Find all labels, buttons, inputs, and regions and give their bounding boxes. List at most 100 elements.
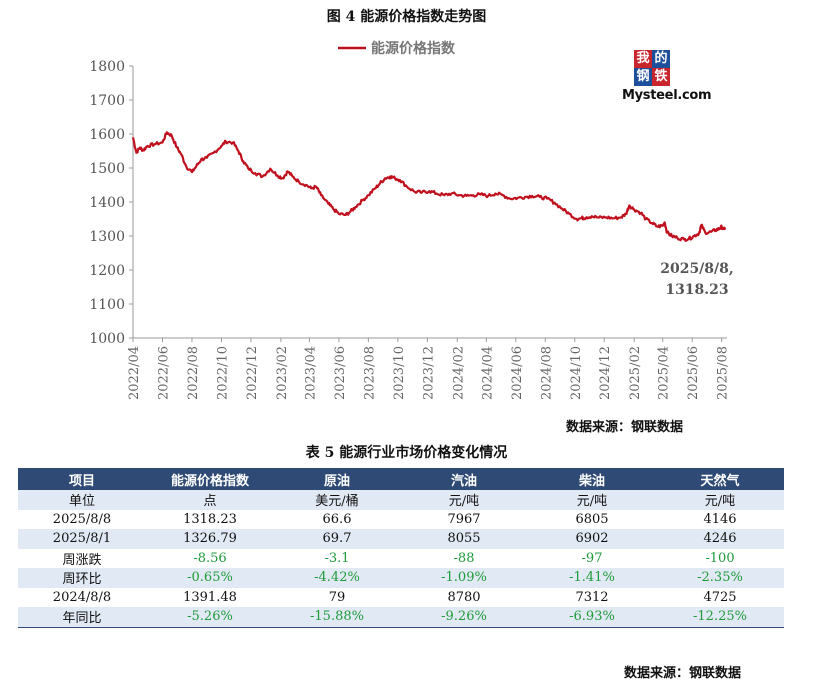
y-tick-label: 1400	[89, 195, 125, 211]
x-tick-label: 2022/06	[156, 346, 171, 400]
table-row: 2024/8/8 1391.48 79 8780 7312 4725	[18, 587, 784, 607]
x-tick-label: 2025/04	[657, 346, 672, 400]
logo-char-2: 的	[652, 50, 670, 68]
annotation-value: 1318.23	[665, 282, 728, 298]
table-cell: 元/吨	[528, 490, 656, 510]
x-tick-label: 2024/12	[598, 346, 613, 400]
table-cell: -1.41%	[528, 568, 656, 588]
header-item: 项目	[18, 468, 146, 490]
table-cell: 点	[146, 490, 274, 510]
x-tick-label: 2022/12	[245, 346, 260, 400]
table-cell: -9.26%	[400, 607, 528, 628]
table-cell: -1.09%	[400, 568, 528, 588]
table-cell: -5.26%	[146, 607, 274, 628]
header-crude-oil: 原油	[274, 468, 400, 490]
table-cell: 元/吨	[656, 490, 784, 510]
table-source-note: 数据来源：钢联数据	[624, 666, 742, 681]
annotation-date: 2025/8/8,	[660, 261, 734, 277]
table-cell: 周环比	[18, 568, 146, 588]
x-tick-label: 2023/10	[392, 346, 407, 400]
header-diesel: 柴油	[528, 468, 656, 490]
header-energy-index: 能源价格指数	[146, 468, 274, 490]
figure-title: 图 4 能源价格指数走势图	[326, 9, 487, 25]
y-tick-label: 1500	[89, 161, 125, 177]
table-row: 2025/8/8 1318.23 66.6 7967 6805 4146	[18, 509, 784, 529]
table-row: 年同比 -5.26% -15.88% -9.26% -6.93% -12.25%	[18, 607, 784, 628]
table-cell: 6805	[528, 509, 656, 529]
x-tick-label: 2023/02	[275, 346, 290, 400]
x-tick-label: 2023/04	[303, 346, 318, 400]
series-line-energy-index	[131, 131, 727, 242]
x-tick-label: 2025/02	[628, 346, 643, 400]
x-tick-label: 2022/08	[186, 346, 201, 400]
logo-char-4: 铁	[652, 68, 670, 86]
x-tick-label: 2025/08	[716, 346, 731, 400]
header-gasoline: 汽油	[400, 468, 528, 490]
energy-price-table: 项目 能源价格指数 原油 汽油 柴油 天然气 单位点美元/桶 元/吨 元/吨 元/吨 2…	[18, 468, 784, 628]
table-row: 周涨跌 -8.56 -3.1 -88 -97 -100	[18, 548, 784, 568]
table-cell: -8.56	[146, 548, 274, 568]
table-cell: 4146	[656, 509, 784, 529]
y-tick-label: 1800	[89, 59, 125, 75]
table-cell: -97	[528, 548, 656, 568]
table-cell: 8780	[400, 587, 528, 607]
x-tick-label: 2024/04	[480, 346, 495, 400]
table-header-row: 项目 能源价格指数 原油 汽油 柴油 天然气	[18, 468, 784, 490]
table-row: 周环比 -0.65% -4.42% -1.09% -1.41% -2.35%	[18, 568, 784, 588]
table-cell: -88	[400, 548, 528, 568]
table-cell: 年同比	[18, 607, 146, 628]
table-cell: -15.88%	[274, 607, 400, 628]
table-cell: -2.35%	[656, 568, 784, 588]
table-cell: -0.65%	[146, 568, 274, 588]
mysteel-logo: 我 的 钢 铁 Mysteel.com	[620, 50, 712, 110]
y-tick-label: 1100	[89, 297, 125, 313]
table-cell: 1391.48	[146, 587, 274, 607]
table-cell: 1326.79	[146, 529, 274, 549]
logo-word: Mysteel.com	[622, 88, 712, 103]
table-cell: 元/吨	[400, 490, 528, 510]
y-tick-label: 1600	[89, 127, 125, 143]
table-row: 单位点美元/桶 元/吨 元/吨 元/吨	[18, 490, 784, 510]
table-cell: 4246	[656, 529, 784, 549]
y-tick-label: 1700	[89, 93, 125, 109]
table-cell: 2025/8/1	[18, 529, 146, 549]
y-tick-label: 1000	[89, 331, 125, 347]
y-tick-label: 1200	[89, 263, 125, 279]
y-tick-label: 1300	[89, 229, 125, 245]
table-cell: -12.25%	[656, 607, 784, 628]
header-natural-gas: 天然气	[656, 468, 784, 490]
x-tick-label: 2024/10	[569, 346, 584, 400]
table-cell: 1318.23	[146, 509, 274, 529]
table-cell: 单位	[18, 490, 146, 510]
x-tick-label: 2024/02	[451, 346, 466, 400]
x-tick-label: 2023/08	[362, 346, 377, 400]
table-cell: 7312	[528, 587, 656, 607]
legend-label: 能源价格指数	[371, 40, 456, 57]
table-cell: 8055	[400, 529, 528, 549]
table-cell: 6902	[528, 529, 656, 549]
x-tick-label: 2022/10	[215, 346, 230, 400]
table-cell: 69.7	[274, 529, 400, 549]
table-cell: -6.93%	[528, 607, 656, 628]
table-title: 表 5 能源行业市场价格变化情况	[305, 445, 508, 461]
x-tick-label: 2023/12	[421, 346, 436, 400]
table-cell: 周涨跌	[18, 548, 146, 568]
x-tick-label: 2025/06	[686, 346, 701, 400]
logo-char-1: 我	[634, 50, 652, 68]
table-cell: 2024/8/8	[18, 587, 146, 607]
table-cell: 7967	[400, 509, 528, 529]
table-cell: 美元/桶	[274, 490, 400, 510]
energy-index-line-chart: 1000 1100 1200 1300 1400 1500 1600 1700 1800 2022…	[89, 40, 734, 400]
x-tick-label: 2024/08	[539, 346, 554, 400]
figure-source-note: 数据来源：钢联数据	[566, 420, 684, 435]
table-cell: 2025/8/8	[18, 509, 146, 529]
x-tick-label: 2024/06	[510, 346, 525, 400]
table-cell: -3.1	[274, 548, 400, 568]
table-cell: 66.6	[274, 509, 400, 529]
table-cell: -4.42%	[274, 568, 400, 588]
x-tick-label: 2023/06	[333, 346, 348, 400]
x-tick-label: 2022/04	[127, 346, 142, 400]
table-row: 2025/8/1 1326.79 69.7 8055 6902 4246	[18, 529, 784, 549]
table-cell: 79	[274, 587, 400, 607]
table-cell: -100	[656, 548, 784, 568]
